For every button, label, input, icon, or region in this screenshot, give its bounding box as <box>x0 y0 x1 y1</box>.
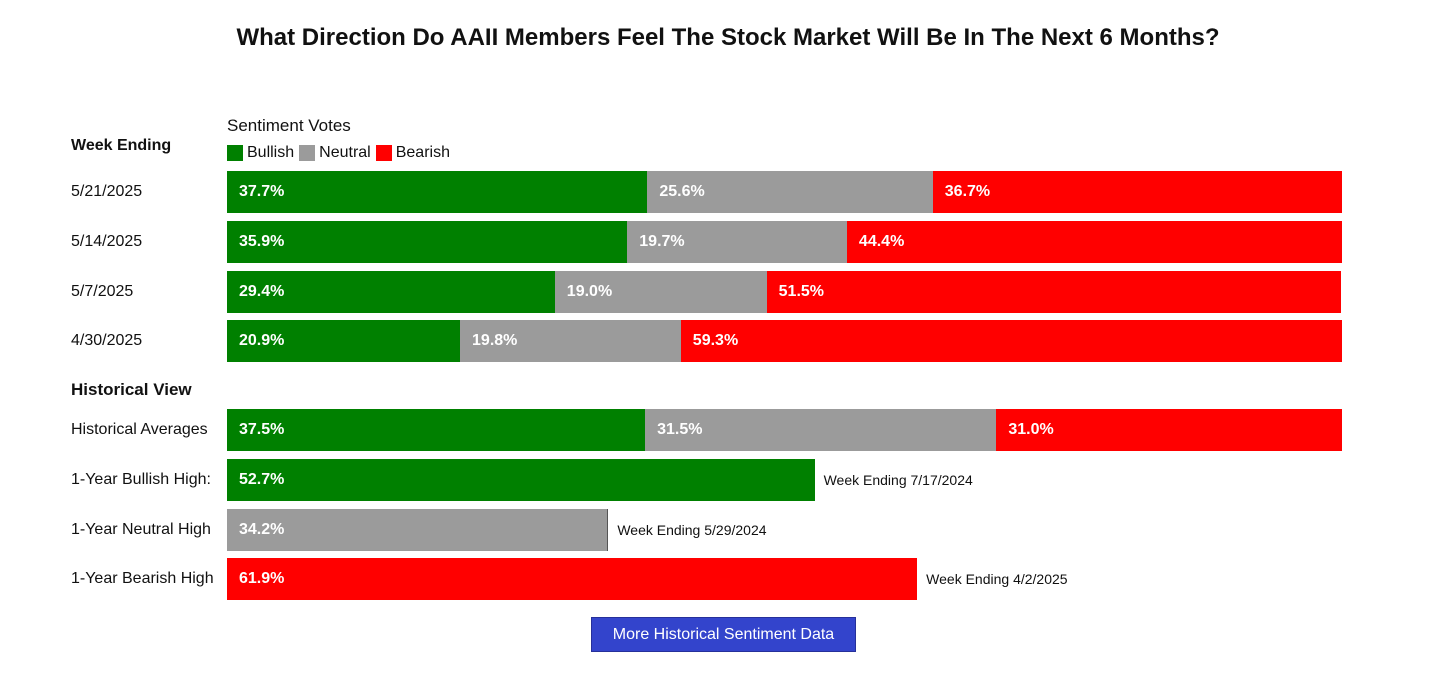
week-3-bar: 20.9% 19.8% 59.3% <box>227 320 1342 362</box>
week-label-3: 4/30/2025 <box>71 332 143 349</box>
more-historical-data-button[interactable]: More Historical Sentiment Data <box>591 617 856 652</box>
week-1-neutral-segment: 19.7% <box>627 221 847 263</box>
week-3-bullish-value-label: 20.9% <box>239 332 285 349</box>
neutral-high-bar: 34.2% <box>227 509 609 551</box>
legend-swatch-bullish <box>227 145 243 161</box>
week-1-bar: 35.9% 19.7% 44.4% <box>227 221 1342 263</box>
historical-averages-neutral-segment: 31.5% <box>645 409 997 451</box>
week-0-bearish-value-label: 36.7% <box>944 183 991 200</box>
week-0-neutral-segment: 25.6% <box>647 171 933 213</box>
legend-swatch-neutral <box>299 145 316 161</box>
historical-averages-label: Historical Averages <box>71 421 208 438</box>
historical-averages-neutral-value-label: 31.5% <box>657 421 703 438</box>
week-3-neutral-value-label: 19.8% <box>472 332 518 349</box>
neutral-high-value-label: 34.2% <box>239 521 285 538</box>
legend-label-bearish: Bearish <box>395 144 450 161</box>
historical-averages-bullish-segment: 37.5% <box>227 409 646 451</box>
bearish-high-label: 1-Year Bearish High <box>71 570 214 587</box>
legend-neutral: Neutral <box>299 144 371 162</box>
week-3-bullish-segment: 20.9% <box>227 320 461 362</box>
week-0-bearish-segment: 36.7% <box>932 171 1342 213</box>
bullish-high-bar: 52.7% <box>227 459 815 501</box>
chart-title: What Direction Do AAII Members Feel The … <box>236 24 1220 51</box>
week-2-bearish-value-label: 51.5% <box>778 283 825 300</box>
week-label-0: 5/21/2025 <box>71 183 143 200</box>
legend-bearish: Bearish <box>375 144 450 162</box>
historical-averages-bearish-value-label: 31.0% <box>1008 421 1054 438</box>
week-0-bullish-value-label: 37.7% <box>239 183 285 200</box>
week-1-bearish-value-label: 44.4% <box>858 233 905 250</box>
bullish-high-label: 1-Year Bullish High: <box>71 471 211 488</box>
bearish-high-segment: 61.9% <box>227 558 918 600</box>
bullish-high-week-note: Week Ending 7/17/2024 <box>823 472 973 488</box>
week-label-1: 5/14/2025 <box>71 233 143 250</box>
legend-swatch-bearish <box>375 145 392 161</box>
neutral-high-label: 1-Year Neutral High <box>71 521 211 538</box>
legend-label-neutral: Neutral <box>319 144 371 161</box>
week-1-bearish-segment: 44.4% <box>846 221 1342 263</box>
week-1-bullish-segment: 35.9% <box>227 221 628 263</box>
bearish-high-value-label: 61.9% <box>239 570 285 587</box>
week-0-bar: 37.7% 25.6% 36.7% <box>227 171 1342 213</box>
historical-averages-bearish-segment: 31.0% <box>996 409 1342 451</box>
week-3-neutral-segment: 19.8% <box>460 320 681 362</box>
week-2-bearish-segment: 51.5% <box>766 271 1341 313</box>
legend-bullish: Bullish <box>227 144 294 162</box>
neutral-high-segment: 34.2% <box>227 509 609 551</box>
week-2-bullish-value-label: 29.4% <box>239 283 285 300</box>
historical-view-heading: Historical View <box>71 380 192 399</box>
week-2-neutral-value-label: 19.0% <box>566 283 613 300</box>
historical-averages-bullish-value-label: 37.5% <box>239 421 285 438</box>
historical-averages-bar: 37.5% 31.5% 31.0% <box>227 409 1342 451</box>
bullish-high-segment: 52.7% <box>227 459 815 501</box>
week-label-2: 5/7/2025 <box>71 283 134 300</box>
week-0-neutral-value-label: 25.6% <box>659 183 705 200</box>
bullish-high-value-label: 52.7% <box>239 471 285 488</box>
neutral-high-week-note: Week Ending 5/29/2024 <box>617 522 767 538</box>
week-3-bearish-value-label: 59.3% <box>692 332 739 349</box>
week-2-neutral-segment: 19.0% <box>554 271 767 313</box>
week-1-neutral-value-label: 19.7% <box>639 233 685 250</box>
bearish-high-week-note: Week Ending 4/2/2025 <box>926 571 1068 587</box>
bearish-high-bar: 61.9% <box>227 558 918 600</box>
week-3-bearish-segment: 59.3% <box>680 320 1342 362</box>
week-ending-heading: Week Ending <box>71 137 172 154</box>
legend: Bullish Neutral Bearish <box>227 144 455 162</box>
week-0-bullish-segment: 37.7% <box>227 171 648 213</box>
chart-subtitle: Sentiment Votes <box>227 116 351 135</box>
week-1-bullish-value-label: 35.9% <box>239 233 285 250</box>
week-2-bullish-segment: 29.4% <box>227 271 555 313</box>
week-2-bar: 29.4% 19.0% 51.5% <box>227 271 1341 313</box>
legend-label-bullish: Bullish <box>247 144 295 161</box>
